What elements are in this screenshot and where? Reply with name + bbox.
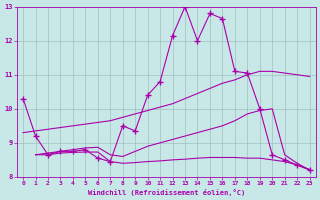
X-axis label: Windchill (Refroidissement éolien,°C): Windchill (Refroidissement éolien,°C) — [88, 189, 245, 196]
